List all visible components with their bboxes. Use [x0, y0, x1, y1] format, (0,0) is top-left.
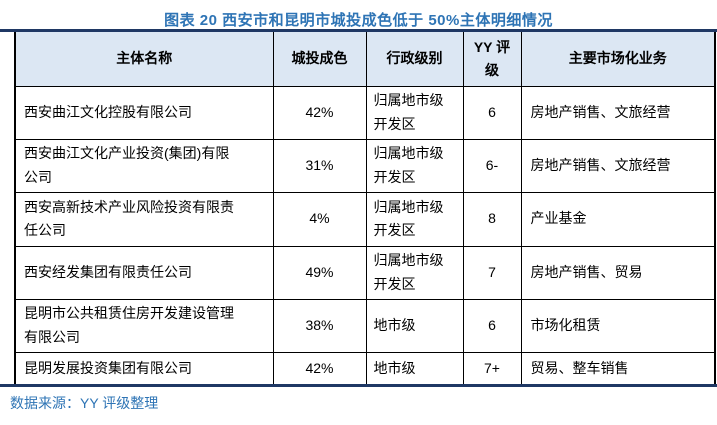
cell-admin-level: 归属地市级 开发区	[365, 191, 464, 247]
top-rule	[0, 29, 717, 32]
bottom-rule	[0, 384, 717, 387]
cell-admin-level: 地市级	[365, 298, 464, 353]
cell-entity-name: 西安高新技术产业风险投资有限责 任公司	[14, 191, 274, 247]
cell-yy-rating: 8	[462, 191, 522, 247]
cell-market-business: 房地产销售、贸易	[520, 245, 716, 300]
cell-admin-level: 归属地市级 开发区	[365, 138, 464, 193]
cell-chengse: 38%	[272, 298, 367, 353]
cell-entity-name: 西安经发集团有限责任公司	[14, 245, 274, 300]
table-row: 西安曲江文化控股有限公司 42% 归属地市级 开发区 6 房地产销售、文旅经营	[14, 85, 716, 140]
cell-admin-level: 归属地市级 开发区	[365, 245, 464, 300]
cell-chengse: 31%	[272, 138, 367, 193]
cell-market-business: 房地产销售、文旅经营	[520, 138, 716, 193]
cell-yy-rating: 6-	[462, 138, 522, 193]
cell-market-business: 产业基金	[520, 191, 716, 247]
table-header-row: 主体名称 城投成色 行政级别 YY 评 级 主要市场化业务	[14, 32, 716, 87]
cell-chengse: 4%	[272, 191, 367, 247]
col-header-yy-rating: YY 评 级	[462, 32, 522, 87]
cell-yy-rating: 7	[462, 245, 522, 300]
cell-market-business: 贸易、整车销售	[520, 351, 716, 384]
table-row: 西安曲江文化产业投资(集团)有限 公司 31% 归属地市级 开发区 6- 房地产…	[14, 138, 716, 193]
cell-chengse: 42%	[272, 351, 367, 384]
table-row: 西安经发集团有限责任公司 49% 归属地市级 开发区 7 房地产销售、贸易	[14, 245, 716, 300]
cell-admin-level: 归属地市级 开发区	[365, 85, 464, 140]
cell-admin-level: 地市级	[365, 351, 464, 384]
data-source-note: 数据来源：YY 评级整理	[10, 395, 159, 411]
figure-title: 图表 20 西安市和昆明市城投成色低于 50%主体明细情况	[164, 12, 553, 29]
cell-yy-rating: 6	[462, 298, 522, 353]
cell-entity-name: 西安曲江文化控股有限公司	[14, 85, 274, 140]
table-row: 昆明市公共租赁住房开发建设管理 有限公司 38% 地市级 6 市场化租赁	[14, 298, 716, 353]
col-header-market-business: 主要市场化业务	[520, 32, 716, 87]
col-header-admin-level: 行政级别	[365, 32, 464, 87]
cell-market-business: 市场化租赁	[520, 298, 716, 353]
cell-entity-name: 西安曲江文化产业投资(集团)有限 公司	[14, 138, 274, 193]
col-header-chengtou-chengse: 城投成色	[272, 32, 367, 87]
table-row: 昆明发展投资集团有限公司 42% 地市级 7+ 贸易、整车销售	[14, 351, 716, 384]
col-header-entity-name: 主体名称	[14, 32, 274, 87]
cell-entity-name: 昆明发展投资集团有限公司	[14, 351, 274, 384]
cell-chengse: 42%	[272, 85, 367, 140]
table-row: 西安高新技术产业风险投资有限责 任公司 4% 归属地市级 开发区 8 产业基金	[14, 191, 716, 247]
cell-yy-rating: 7+	[462, 351, 522, 384]
cell-yy-rating: 6	[462, 85, 522, 140]
cell-chengse: 49%	[272, 245, 367, 300]
cell-entity-name: 昆明市公共租赁住房开发建设管理 有限公司	[14, 298, 274, 353]
entities-table: 主体名称 城投成色 行政级别 YY 评 级 主要市场化业务 西安曲江文化控股有限…	[0, 32, 717, 384]
cell-market-business: 房地产销售、文旅经营	[520, 85, 716, 140]
